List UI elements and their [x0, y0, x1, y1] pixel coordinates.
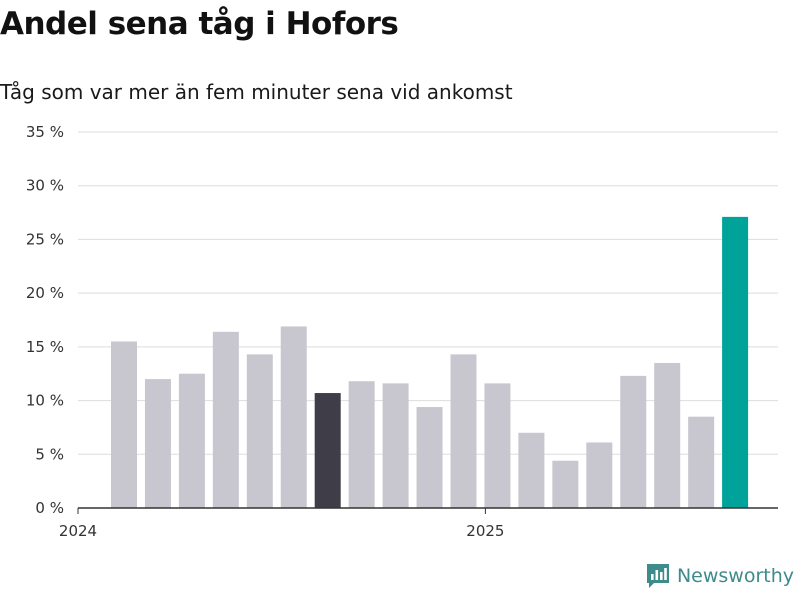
newsworthy-logo: Newsworthy — [645, 562, 794, 590]
bar — [314, 393, 341, 508]
chart-subtitle: Tåg som var mer än fem minuter sena vid … — [0, 80, 513, 104]
bar — [382, 383, 409, 508]
x-tick-label: 2024 — [59, 522, 97, 540]
chart-title: Andel sena tåg i Hofors — [0, 6, 399, 42]
y-tick-label: 35 % — [26, 123, 64, 141]
bar — [586, 442, 613, 508]
bar — [212, 331, 239, 508]
bar — [620, 375, 647, 508]
bar — [348, 381, 375, 508]
y-tick-label: 10 % — [26, 392, 64, 410]
bar — [722, 216, 749, 508]
y-tick-label: 15 % — [26, 338, 64, 356]
bar-chart: 0 % 5 % 10 % 15 % 20 % 25 % 30 % 35 % 2024 2025 — [26, 123, 778, 540]
bar — [518, 432, 545, 508]
bar — [280, 326, 307, 508]
y-tick-label: 0 % — [35, 499, 64, 517]
bar — [688, 416, 715, 508]
bar — [178, 373, 205, 508]
y-tick-label: 25 % — [26, 230, 64, 248]
bar — [416, 407, 443, 508]
newsworthy-logo-text: Newsworthy — [676, 565, 794, 587]
bar — [144, 379, 171, 508]
y-tick-label: 20 % — [26, 284, 64, 302]
newsworthy-logo-icon — [646, 564, 669, 588]
bar — [111, 341, 137, 508]
y-tick-label: 5 % — [35, 445, 64, 463]
bar — [654, 362, 681, 508]
x-tick-label: 2025 — [466, 522, 504, 540]
bar — [246, 354, 273, 508]
y-tick-label: 30 % — [26, 177, 64, 195]
bar — [450, 354, 477, 508]
bar — [552, 460, 579, 508]
bar — [484, 383, 511, 508]
